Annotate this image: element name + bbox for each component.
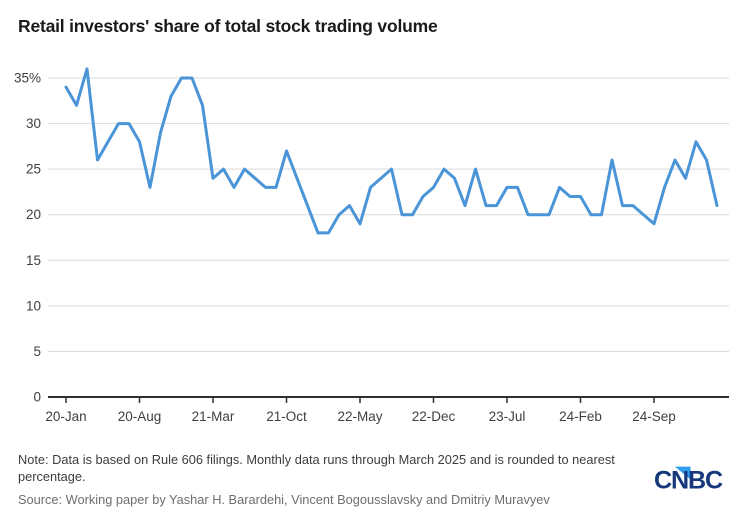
x-axis-label: 22-Dec — [412, 409, 456, 424]
x-axis-label: 20-Aug — [118, 409, 162, 424]
y-axis-label: 0 — [33, 390, 41, 405]
x-axis-label: 21-Mar — [192, 409, 235, 424]
data-series-line — [64, 67, 719, 235]
x-axis-label: 23-Jul — [489, 409, 526, 424]
y-axis-label: 30 — [26, 116, 41, 131]
y-axis-label: 20 — [26, 207, 41, 222]
cnbc-logo: CNBC — [654, 466, 724, 494]
chart-source: Source: Working paper by Yashar H. Barar… — [18, 492, 550, 507]
y-axis-label: 5 — [33, 344, 41, 359]
cnbc-peacock-triangle-icon — [674, 466, 691, 480]
x-axis-label: 20-Jan — [45, 409, 86, 424]
x-axis-label: 24-Sep — [632, 409, 676, 424]
chart-title: Retail investors' share of total stock t… — [18, 16, 438, 36]
x-axis-label: 22-May — [337, 409, 382, 424]
y-axis-label: 15 — [26, 253, 41, 268]
x-axis-label: 24-Feb — [559, 409, 602, 424]
y-axis-label: 10 — [26, 298, 41, 313]
x-axis-label: 21-Oct — [266, 409, 307, 424]
chart-note: Note: Data is based on Rule 606 filings.… — [18, 452, 615, 484]
cnbc-logo-text: CNBC — [654, 466, 723, 494]
y-axis-label: 25 — [26, 162, 41, 177]
y-axis-label: 35% — [14, 71, 41, 86]
